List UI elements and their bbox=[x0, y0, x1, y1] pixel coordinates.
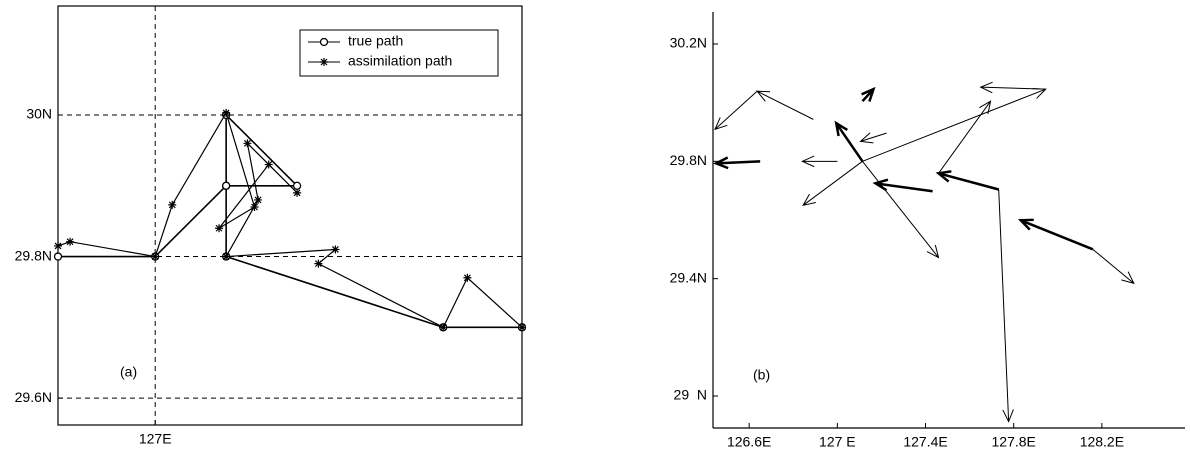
marker bbox=[518, 323, 526, 332]
marker bbox=[264, 160, 273, 169]
marker bbox=[222, 252, 231, 261]
marker bbox=[314, 259, 323, 268]
marker bbox=[293, 188, 302, 197]
x-tick-label: 127 E bbox=[819, 434, 856, 450]
panel-label: (a) bbox=[120, 364, 137, 380]
arrow bbox=[872, 178, 933, 193]
marker bbox=[254, 195, 263, 204]
y-tick-label: 29.8N bbox=[15, 247, 52, 263]
marker bbox=[331, 245, 340, 254]
marker bbox=[439, 323, 448, 332]
arrow bbox=[714, 90, 758, 131]
x-tick-label: 126.6E bbox=[727, 434, 771, 450]
marker bbox=[243, 139, 252, 148]
legend-label: assimilation path bbox=[348, 53, 452, 69]
arrow bbox=[801, 155, 838, 168]
y-tick-label: 29.4N bbox=[670, 269, 707, 285]
plot-frame bbox=[57, 5, 523, 426]
marker bbox=[320, 58, 328, 66]
marker bbox=[151, 252, 160, 261]
arrow bbox=[859, 132, 887, 144]
marker bbox=[66, 237, 75, 246]
panel-label: (b) bbox=[753, 367, 770, 383]
arrow bbox=[862, 88, 1047, 162]
x-tick-label: 127.4E bbox=[903, 434, 947, 450]
y-tick-label: 29.6N bbox=[15, 389, 52, 405]
x-tick-label: 128.2E bbox=[1080, 434, 1124, 450]
arrow bbox=[862, 161, 940, 259]
arrow bbox=[834, 120, 864, 163]
legend-box bbox=[299, 29, 499, 77]
arrow bbox=[938, 100, 992, 174]
x-tick-label: 127.8E bbox=[992, 434, 1036, 450]
y-tick-label: 29.8N bbox=[670, 152, 707, 168]
marker bbox=[54, 241, 62, 250]
y-tick-label: 30.2N bbox=[670, 35, 707, 51]
path-line bbox=[58, 113, 522, 329]
marker bbox=[53, 252, 63, 261]
marker bbox=[222, 108, 231, 117]
x-tick-label: 127E bbox=[139, 431, 172, 447]
y-tick-label: 30N bbox=[26, 106, 52, 122]
y-tick-label: 29 N bbox=[674, 387, 707, 403]
arrow bbox=[998, 189, 1014, 423]
arrow bbox=[1092, 248, 1135, 285]
marker bbox=[463, 273, 472, 282]
marker bbox=[319, 37, 329, 47]
marker bbox=[168, 200, 177, 209]
marker bbox=[292, 181, 302, 190]
legend-label: true path bbox=[348, 33, 403, 49]
arrow bbox=[861, 86, 876, 103]
arrow bbox=[713, 156, 761, 170]
marker bbox=[250, 203, 259, 212]
path-line bbox=[57, 111, 523, 329]
arrow bbox=[935, 170, 1000, 191]
arrow bbox=[979, 81, 1046, 94]
marker bbox=[221, 181, 231, 190]
arrow bbox=[802, 160, 863, 207]
arrow bbox=[1017, 218, 1094, 251]
marker bbox=[215, 224, 224, 233]
arrow bbox=[755, 90, 814, 120]
